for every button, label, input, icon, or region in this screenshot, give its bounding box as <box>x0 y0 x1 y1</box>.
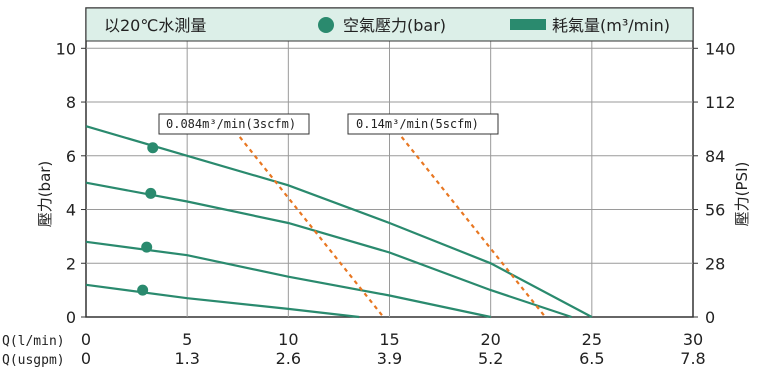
consumption-line <box>400 136 547 318</box>
y-tick-label-bar: 8 <box>66 93 76 112</box>
x-tick-label-lmin: 10 <box>278 330 298 349</box>
y-tick-label-bar: 10 <box>56 39 76 58</box>
pressure-curve <box>85 283 360 319</box>
y-tick-label-psi: 112 <box>705 93 736 112</box>
y-axis-left-label: 壓力(bar) <box>36 161 54 228</box>
y-tick-label-psi: 140 <box>705 39 736 58</box>
series-lines <box>85 125 593 319</box>
annotation-box-5scfm <box>347 113 499 135</box>
x-tick-label-lmin: 5 <box>182 330 192 349</box>
legend-pressure-marker <box>318 17 334 33</box>
annotation-label-5scfm: 0.14m³/min(5scfm) <box>356 117 479 131</box>
pressure-point <box>145 187 157 199</box>
x-tick-label-lmin: 15 <box>379 330 399 349</box>
pressure-curve <box>85 240 491 319</box>
consumption-line <box>238 136 385 318</box>
x-tick-label-usgpm: 0 <box>81 349 91 368</box>
x-tick-label-usgpm: 5.2 <box>478 349 503 368</box>
legend-condition: 以20℃水測量 <box>104 16 206 35</box>
x-tick-label-lmin: 30 <box>683 330 703 349</box>
pressure-point <box>147 142 159 154</box>
y-tick-label-bar: 4 <box>66 201 76 220</box>
pressure-points <box>137 142 159 296</box>
y-tick-label-psi: 56 <box>705 201 725 220</box>
y-tick-label-psi: 84 <box>705 147 725 166</box>
legend-consumption-marker <box>510 19 546 30</box>
x-tick-label-usgpm: 3.9 <box>377 349 402 368</box>
legend-consumption-label: 耗氣量(m³/min) <box>552 16 670 35</box>
y-tick-label-bar: 2 <box>66 254 76 273</box>
x-tick-label-usgpm: 1.3 <box>174 349 199 368</box>
y-tick-label-psi: 0 <box>705 308 715 327</box>
x-tick-label-usgpm: 7.8 <box>680 349 705 368</box>
x-tick-label-lmin: 0 <box>81 330 91 349</box>
pressure-point <box>137 284 149 296</box>
x-tick-label-lmin: 20 <box>480 330 500 349</box>
pressure-curve <box>85 125 593 318</box>
consumption-lines <box>238 136 547 318</box>
y-tick-label-bar: 0 <box>66 308 76 327</box>
x-tick-label-usgpm: 6.5 <box>579 349 604 368</box>
grid <box>81 7 698 318</box>
pressure-curve <box>85 181 572 319</box>
pressure-point <box>141 241 153 253</box>
legend-pressure-label: 空氣壓力(bar) <box>343 16 446 35</box>
annotation-label-3scfm: 0.084m³/min(3scfm) <box>166 117 296 131</box>
y-axis-right-label: 壓力(PSI) <box>733 162 751 227</box>
x-axis-row2-label: Q(usgpm) <box>2 353 65 368</box>
annotation-box-3scfm <box>158 113 310 135</box>
x-tick-label-usgpm: 2.6 <box>276 349 301 368</box>
x-tick-label-lmin: 25 <box>582 330 602 349</box>
x-axis-row1-label: Q(l/min) <box>2 334 65 349</box>
y-tick-label-psi: 28 <box>705 254 725 273</box>
legend-box <box>85 7 694 42</box>
y-tick-label-bar: 6 <box>66 147 76 166</box>
